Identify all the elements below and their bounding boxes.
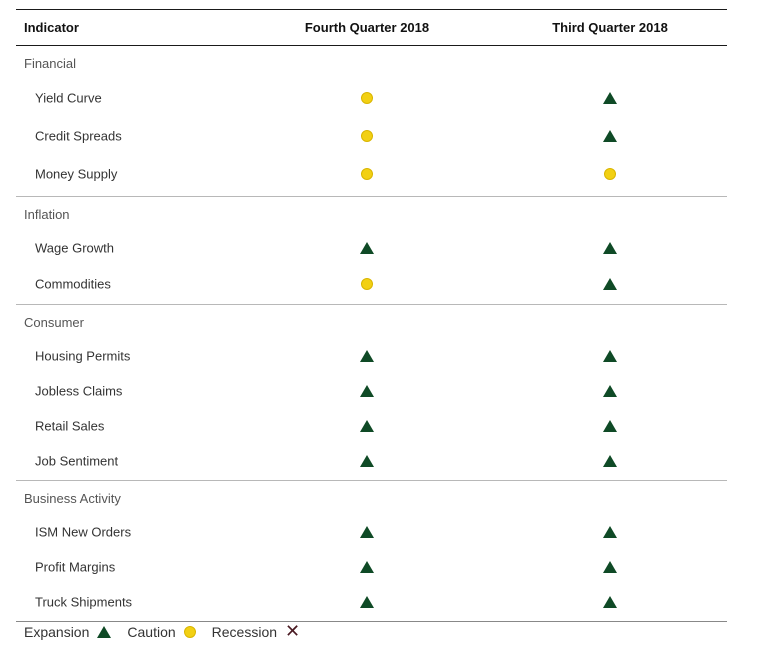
table-row: Credit Spreads [16,117,727,155]
status-expansion [359,453,375,469]
row-label: Housing Permits [35,348,131,363]
table-row: Retail Sales [16,408,727,443]
row-label: Credit Spreads [35,128,122,144]
triangle-up-icon [603,560,617,573]
status-expansion [602,240,618,256]
status-expansion [602,348,618,364]
triangle-up-icon [360,454,374,467]
table-row: Money Supply [16,155,727,193]
table-row: ISM New Orders [16,514,727,549]
status-expansion [359,348,375,364]
status-expansion [602,594,618,610]
status-expansion [602,559,618,575]
status-caution [602,166,618,182]
row-label: Jobless Claims [35,383,123,398]
row-label: Profit Margins [35,559,116,574]
row-label: Commodities [35,276,111,292]
table-row: Housing Permits [16,338,727,373]
status-caution [359,90,375,106]
indicator-table: Indicator Fourth Quarter 2018 Third Quar… [16,9,727,622]
group-title-label: Inflation [24,207,70,222]
row-label: Wage Growth [35,240,114,256]
status-expansion [602,90,618,106]
table-row: Commodities [16,266,727,302]
triangle-up-icon [360,384,374,397]
group-title: Financial [16,46,727,79]
triangle-up-icon [603,595,617,608]
group-financial: Financial Yield Curve Credit Spreads Mon… [16,46,727,197]
group-business-activity: Business Activity ISM New Orders Profit … [16,481,727,622]
group-title-label: Business Activity [24,491,121,506]
legend-expansion: Expansion [24,624,112,640]
row-label: Truck Shipments [35,594,133,609]
legend-caution-label: Caution [127,624,176,640]
group-title: Inflation [16,197,727,230]
group-title-label: Consumer [24,315,84,330]
status-expansion [359,418,375,434]
group-title: Business Activity [16,481,727,514]
status-expansion [602,383,618,399]
group-title-label: Financial [24,56,77,71]
status-expansion [359,524,375,540]
triangle-up-icon [603,92,617,104]
status-expansion [359,594,375,610]
table-row: Wage Growth [16,230,727,266]
triangle-up-icon [603,384,617,397]
triangle-up-icon [603,525,617,538]
triangle-up-icon [603,130,617,142]
triangle-up-icon [603,349,617,362]
circle-icon [604,168,616,180]
triangle-up-icon [603,454,617,467]
status-expansion [359,383,375,399]
triangle-up-icon [360,349,374,362]
row-label: Job Sentiment [35,453,119,468]
triangle-up-icon [603,242,617,254]
triangle-up-icon [360,595,374,608]
status-expansion [602,418,618,434]
row-label: Yield Curve [35,90,102,106]
status-caution [359,128,375,144]
header-third-quarter: Third Quarter 2018 [552,20,668,35]
triangle-up-icon [603,419,617,432]
group-inflation: Inflation Wage Growth Commodities [16,197,727,305]
triangle-up-icon [603,278,617,290]
triangle-up-icon [360,419,374,432]
triangle-up-icon [360,242,374,254]
status-expansion [602,524,618,540]
group-consumer: Consumer Housing Permits Jobless Claims … [16,305,727,481]
table-row: Yield Curve [16,79,727,117]
status-caution [359,166,375,182]
legend-recession: Recession ✕ [212,623,300,641]
legend-caution: Caution [127,624,196,640]
row-label: Retail Sales [35,418,105,433]
group-title: Consumer [16,305,727,338]
circle-icon [183,626,196,638]
status-expansion [602,128,618,144]
table-header: Indicator Fourth Quarter 2018 Third Quar… [16,9,727,46]
triangle-up-icon [360,525,374,538]
circle-icon [361,278,373,290]
table-row: Jobless Claims [16,373,727,408]
table-row: Job Sentiment [16,443,727,478]
header-fourth-quarter: Fourth Quarter 2018 [304,20,430,35]
status-expansion [359,240,375,256]
status-expansion [602,453,618,469]
circle-icon [361,130,373,142]
circle-icon [361,92,373,104]
status-expansion [359,559,375,575]
row-label: Money Supply [35,166,118,182]
table-row: Profit Margins [16,549,727,584]
circle-icon [361,168,373,180]
triangle-up-icon [97,626,112,638]
status-expansion [602,276,618,292]
status-caution [359,276,375,292]
legend: Expansion Caution Recession ✕ [24,622,316,642]
header-indicator: Indicator [24,20,79,35]
legend-expansion-label: Expansion [24,624,90,640]
table-row: Truck Shipments [16,584,727,619]
row-label: ISM New Orders [35,524,132,539]
x-mark-icon: ✕ [285,621,301,642]
legend-recession-label: Recession [211,624,278,640]
triangle-up-icon [360,560,374,573]
